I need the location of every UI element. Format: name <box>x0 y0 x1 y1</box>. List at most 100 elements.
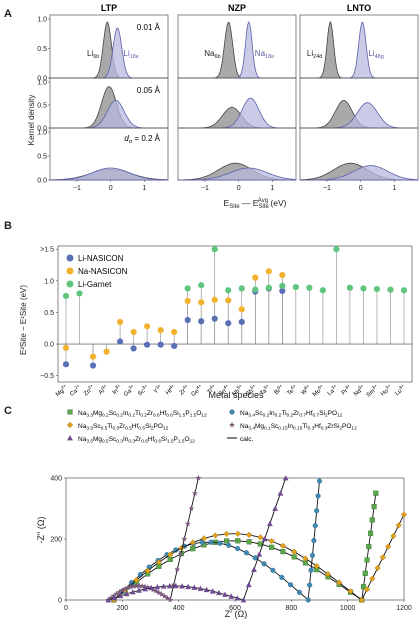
point-na-nasicon <box>62 344 70 351</box>
point-li-garnet <box>292 284 299 291</box>
point-li-nasicon <box>211 315 218 322</box>
x-tick-label: 800 <box>285 605 297 612</box>
y-tick-label: 400 <box>50 476 62 483</box>
marker-circle <box>305 597 311 603</box>
legend-label: Li-NASICON <box>78 254 124 263</box>
site2-label: Li48g <box>368 49 383 60</box>
marker-diamond <box>374 564 381 572</box>
marker-circle <box>235 546 241 552</box>
panel-b: B E²Site − E¹Site (eV) >1.5 1.0 0.5 0.0 −0.5… <box>4 220 413 400</box>
legend-label: Na3.3Mg0.2Sc0.2In0.2Ti0.2Zr0.6Hf0.6Si1.5… <box>78 410 207 419</box>
marker-square <box>369 517 375 523</box>
calc-fit-line <box>113 493 377 601</box>
panel-a-letter: A <box>4 8 12 20</box>
marker-triangle <box>209 588 216 594</box>
density-site2 <box>300 21 418 79</box>
category-label: Te6+ <box>285 383 300 397</box>
marker-square <box>67 409 73 415</box>
marker-triangle <box>142 586 149 592</box>
site2-label: Li18e <box>123 49 138 60</box>
density-site2 <box>300 165 419 181</box>
panel-c-ylabel: -Z″ (Ω) <box>36 517 46 544</box>
category-label: Ga3+ <box>121 383 137 398</box>
y-tick-label: >1.5 <box>40 247 54 254</box>
marker-square <box>368 530 374 536</box>
density-site2 <box>49 167 169 181</box>
marker-star <box>191 490 198 496</box>
marker-star <box>113 590 120 597</box>
point-li-nasicon <box>225 320 232 327</box>
point-li-garnet <box>373 285 381 293</box>
point-li-garnet <box>184 285 191 292</box>
marker-triangle <box>282 475 289 481</box>
legend-label: Na-NASICON <box>78 267 128 276</box>
x-tick-label: 600 <box>229 605 241 612</box>
marker-circle <box>226 542 232 548</box>
category-label: La3+ <box>325 383 340 397</box>
y-tick-label: 0.5 <box>44 310 54 317</box>
y-tick-label: 1.0 <box>37 80 47 87</box>
panel-a-ylabel: Kernel density <box>27 95 36 146</box>
point-li-nasicon <box>62 361 70 368</box>
category-label: Hf4+ <box>163 383 177 397</box>
point-na-nasicon <box>265 268 272 275</box>
site1-label: Li6b <box>87 49 99 60</box>
panel-a: A Kernel density LTP Li6b Li18e 0.01 Å 0.0 0.… <box>4 3 419 210</box>
category-label: Bi5+ <box>272 383 286 396</box>
site1-label: Li24d <box>307 49 322 60</box>
marker-circle <box>296 589 302 595</box>
panel-c-frame <box>65 477 405 601</box>
marker-square <box>280 549 286 555</box>
marker-square <box>366 544 372 550</box>
point-li-nasicon <box>157 341 164 348</box>
x-tick-label: 1 <box>270 185 274 192</box>
marker-circle <box>288 582 294 588</box>
marker-star <box>108 594 114 601</box>
marker-star <box>167 596 174 603</box>
marker-triangle <box>240 597 247 603</box>
x-tick-label: 0 <box>109 185 113 192</box>
x-tick-label: 0 <box>359 185 363 192</box>
marker-star <box>122 585 129 592</box>
marker-triangle <box>234 595 241 601</box>
site2-label: Na18e <box>255 49 274 60</box>
panel-c-xlabel: Z′ (Ω) <box>225 609 247 619</box>
marker-star <box>174 566 181 572</box>
marker-circle <box>199 539 205 545</box>
y-tick-label: 0.0 <box>44 342 54 349</box>
x-tick-label: 1200 <box>396 605 412 612</box>
panel-a-subplot <box>177 14 297 79</box>
marker-triangle <box>105 597 112 603</box>
panel-b-letter: B <box>4 220 12 232</box>
marker-circle <box>217 540 223 546</box>
point-li-garnet <box>225 287 232 294</box>
marker-triangle <box>277 490 284 496</box>
marker-square <box>246 539 252 545</box>
y-tick-label: 1.0 <box>37 17 47 24</box>
marker-square <box>364 557 370 563</box>
marker-triangle <box>215 589 222 596</box>
marker-circle <box>279 574 285 580</box>
marker-diamond <box>155 559 163 566</box>
marker-triangle <box>179 583 185 589</box>
marker-star <box>229 421 235 428</box>
marker-star <box>195 474 202 481</box>
point-li-garnet <box>265 284 272 291</box>
marker-star <box>130 583 137 589</box>
marker-diamond <box>363 586 371 593</box>
x-tick-label: 200 <box>116 605 128 612</box>
point-li-nasicon <box>279 287 286 295</box>
marker-triangle <box>117 592 124 599</box>
marker-diamond <box>400 511 408 518</box>
panel-c: C Na3.3Mg0.2Sc0.2In0.2Ti0.2Zr0.6Hf0.6Si1… <box>4 405 412 619</box>
marker-star <box>125 584 131 591</box>
y-tick-label: 0.0 <box>37 76 47 83</box>
marker-star <box>119 587 126 593</box>
panel-a-col-title: NZP <box>228 3 246 13</box>
marker-star <box>188 505 195 511</box>
marker-diamond <box>212 532 219 539</box>
marker-circle <box>261 561 267 567</box>
marker-circle <box>270 567 276 573</box>
y-tick-label: 0.5 <box>37 103 47 110</box>
